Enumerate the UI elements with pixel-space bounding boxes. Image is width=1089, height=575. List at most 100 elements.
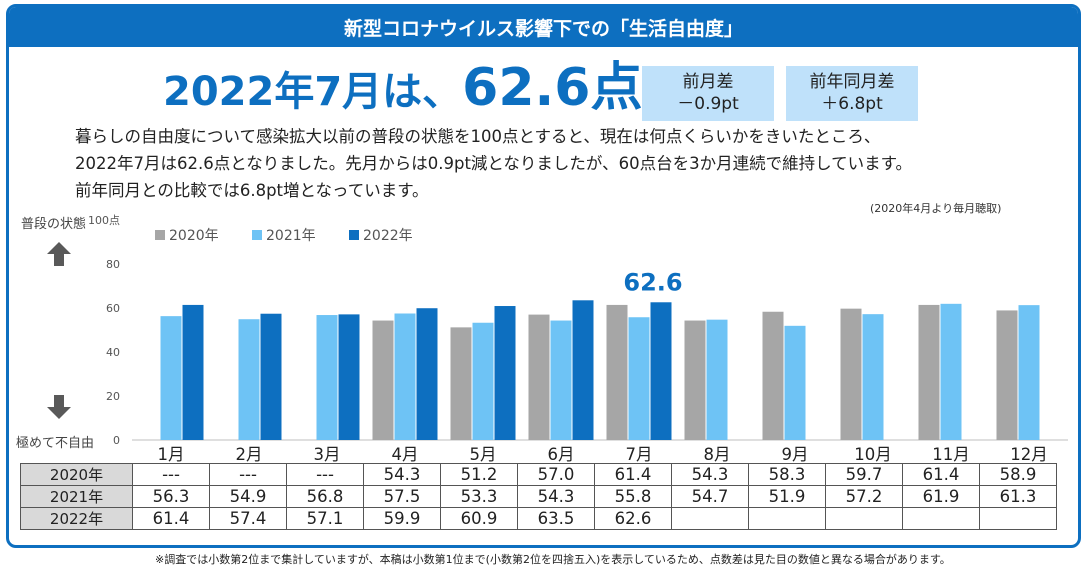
table-cell: 62.6 <box>594 507 672 530</box>
legend-swatch <box>155 230 165 240</box>
bar <box>840 308 862 440</box>
table-row-header: 2021年 <box>20 485 133 508</box>
table-cell: 61.9 <box>902 485 980 508</box>
bar-chart: 0 20 40 60 80 100点 2020年 2021年 2022年 1月 2月 3月 4月 5月 6月… <box>88 214 1068 464</box>
headline-value: 62.6 <box>462 58 591 118</box>
y-tick-label: 80 <box>106 258 120 271</box>
header-title: 新型コロナウイルス影響下での「生活自由度」 <box>9 7 1078 47</box>
table-cell <box>671 507 749 530</box>
bar <box>528 314 550 440</box>
table-cell: 59.9 <box>363 507 441 530</box>
table-row-header: 2020年 <box>20 463 133 486</box>
table-row: 2020年 --- --- --- 54.3 51.2 57.0 61.4 54.3 58.3 59… <box>20 463 1057 486</box>
headline-prefix: 2022年7月は、 <box>163 69 463 115</box>
arrow-down-icon <box>47 395 71 419</box>
table-row: 2021年 56.3 54.9 56.8 57.5 53.3 54.3 55.8 54.7 51.… <box>20 485 1057 508</box>
table-cell: 61.4 <box>132 507 210 530</box>
table-cell: 54.3 <box>517 485 595 508</box>
month-diff-box: 前月差 －0.9pt <box>642 66 774 121</box>
bar <box>862 314 884 440</box>
table-cell: 54.3 <box>671 463 749 486</box>
bar <box>450 327 472 440</box>
table-cell: 54.7 <box>671 485 749 508</box>
table-cell: 51.2 <box>440 463 518 486</box>
month-diff-label: 前月差 <box>682 72 734 93</box>
x-tick-label: 10月 <box>854 445 892 464</box>
bar <box>762 311 784 440</box>
y-tick-label: 60 <box>106 302 120 315</box>
data-table: 2020年 --- --- --- 54.3 51.2 57.0 61.4 54.3 58.3 59… <box>20 463 1057 530</box>
x-tick-label: 3月 <box>314 445 341 464</box>
table-cell: 54.3 <box>363 463 441 486</box>
x-tick-label: 12月 <box>1010 445 1048 464</box>
table-cell: 56.8 <box>286 485 364 508</box>
description: 暮らしの自由度について感染拡大以前の普段の状態を100点とすると、現在は何点くら… <box>75 123 1035 204</box>
table-cell <box>902 507 980 530</box>
bar <box>416 308 438 440</box>
table-cell: 57.1 <box>286 507 364 530</box>
year-diff-label: 前年同月差 <box>809 72 895 93</box>
table-cell: 57.0 <box>517 463 595 486</box>
year-diff-value: ＋6.8pt <box>821 93 883 114</box>
bar <box>918 304 940 440</box>
table-cell: --- <box>286 463 364 486</box>
table-row: 2022年 61.4 57.4 57.1 59.9 60.9 63.5 62.6 <box>20 507 1057 530</box>
y-tick-label: 0 <box>113 434 120 447</box>
bar <box>606 304 628 440</box>
table-cell: 63.5 <box>517 507 595 530</box>
axis-bottom-label: 極めて不自由 <box>16 436 95 451</box>
table-cell: 57.5 <box>363 485 441 508</box>
bar <box>472 322 494 440</box>
table-cell: 57.2 <box>825 485 903 508</box>
bar <box>338 314 360 440</box>
x-tick-label: 8月 <box>704 445 731 464</box>
table-cell: 58.9 <box>979 463 1057 486</box>
y-tick-label: 20 <box>106 390 120 403</box>
bar <box>650 302 672 440</box>
bar <box>940 303 962 440</box>
x-tick-label: 5月 <box>470 445 497 464</box>
table-cell: 57.4 <box>209 507 287 530</box>
table-cell: 58.3 <box>748 463 826 486</box>
legend-label: 2022年 <box>363 228 413 244</box>
x-tick-label: 6月 <box>548 445 575 464</box>
description-line: 前年同月との比較では6.8pt増となっています。 <box>75 181 429 200</box>
table-cell: 61.4 <box>594 463 672 486</box>
table-cell: 54.9 <box>209 485 287 508</box>
table-cell: 60.9 <box>440 507 518 530</box>
bar <box>160 316 182 440</box>
bar <box>238 319 260 440</box>
legend-label: 2020年 <box>169 228 219 244</box>
table-cell: 56.3 <box>132 485 210 508</box>
bar <box>372 320 394 440</box>
survey-note: (2020年4月より毎月聴取) <box>870 202 1002 215</box>
table-cell: 59.7 <box>825 463 903 486</box>
y-tick-label: 100点 <box>88 214 120 227</box>
table-cell: 55.8 <box>594 485 672 508</box>
table-cell <box>979 507 1057 530</box>
legend-swatch <box>252 230 262 240</box>
arrow-up-icon <box>47 242 71 266</box>
legend-label: 2021年 <box>266 228 316 244</box>
table-cell: 53.3 <box>440 485 518 508</box>
table-cell: 61.4 <box>902 463 980 486</box>
axis-top-label: 普段の状態 <box>21 217 87 232</box>
description-line: 暮らしの自由度について感染拡大以前の普段の状態を100点とすると、現在は何点くら… <box>75 127 881 146</box>
year-diff-box: 前年同月差 ＋6.8pt <box>786 66 918 121</box>
table-cell: 51.9 <box>748 485 826 508</box>
headline-suffix: 点 <box>590 58 643 118</box>
table-cell: --- <box>209 463 287 486</box>
bar <box>316 315 338 440</box>
bar <box>550 320 572 440</box>
bar <box>784 325 806 440</box>
footnote: ※調査では小数第2位まで集計していますが、本稿は小数第1位まで(小数第2位を四捨… <box>155 553 951 566</box>
table-cell: --- <box>132 463 210 486</box>
x-tick-label: 9月 <box>782 445 809 464</box>
bar <box>394 313 416 440</box>
table-cell <box>748 507 826 530</box>
table-cell: 61.3 <box>979 485 1057 508</box>
bar <box>572 300 594 440</box>
bar <box>628 317 650 440</box>
bar <box>182 304 204 440</box>
bar <box>260 313 282 440</box>
